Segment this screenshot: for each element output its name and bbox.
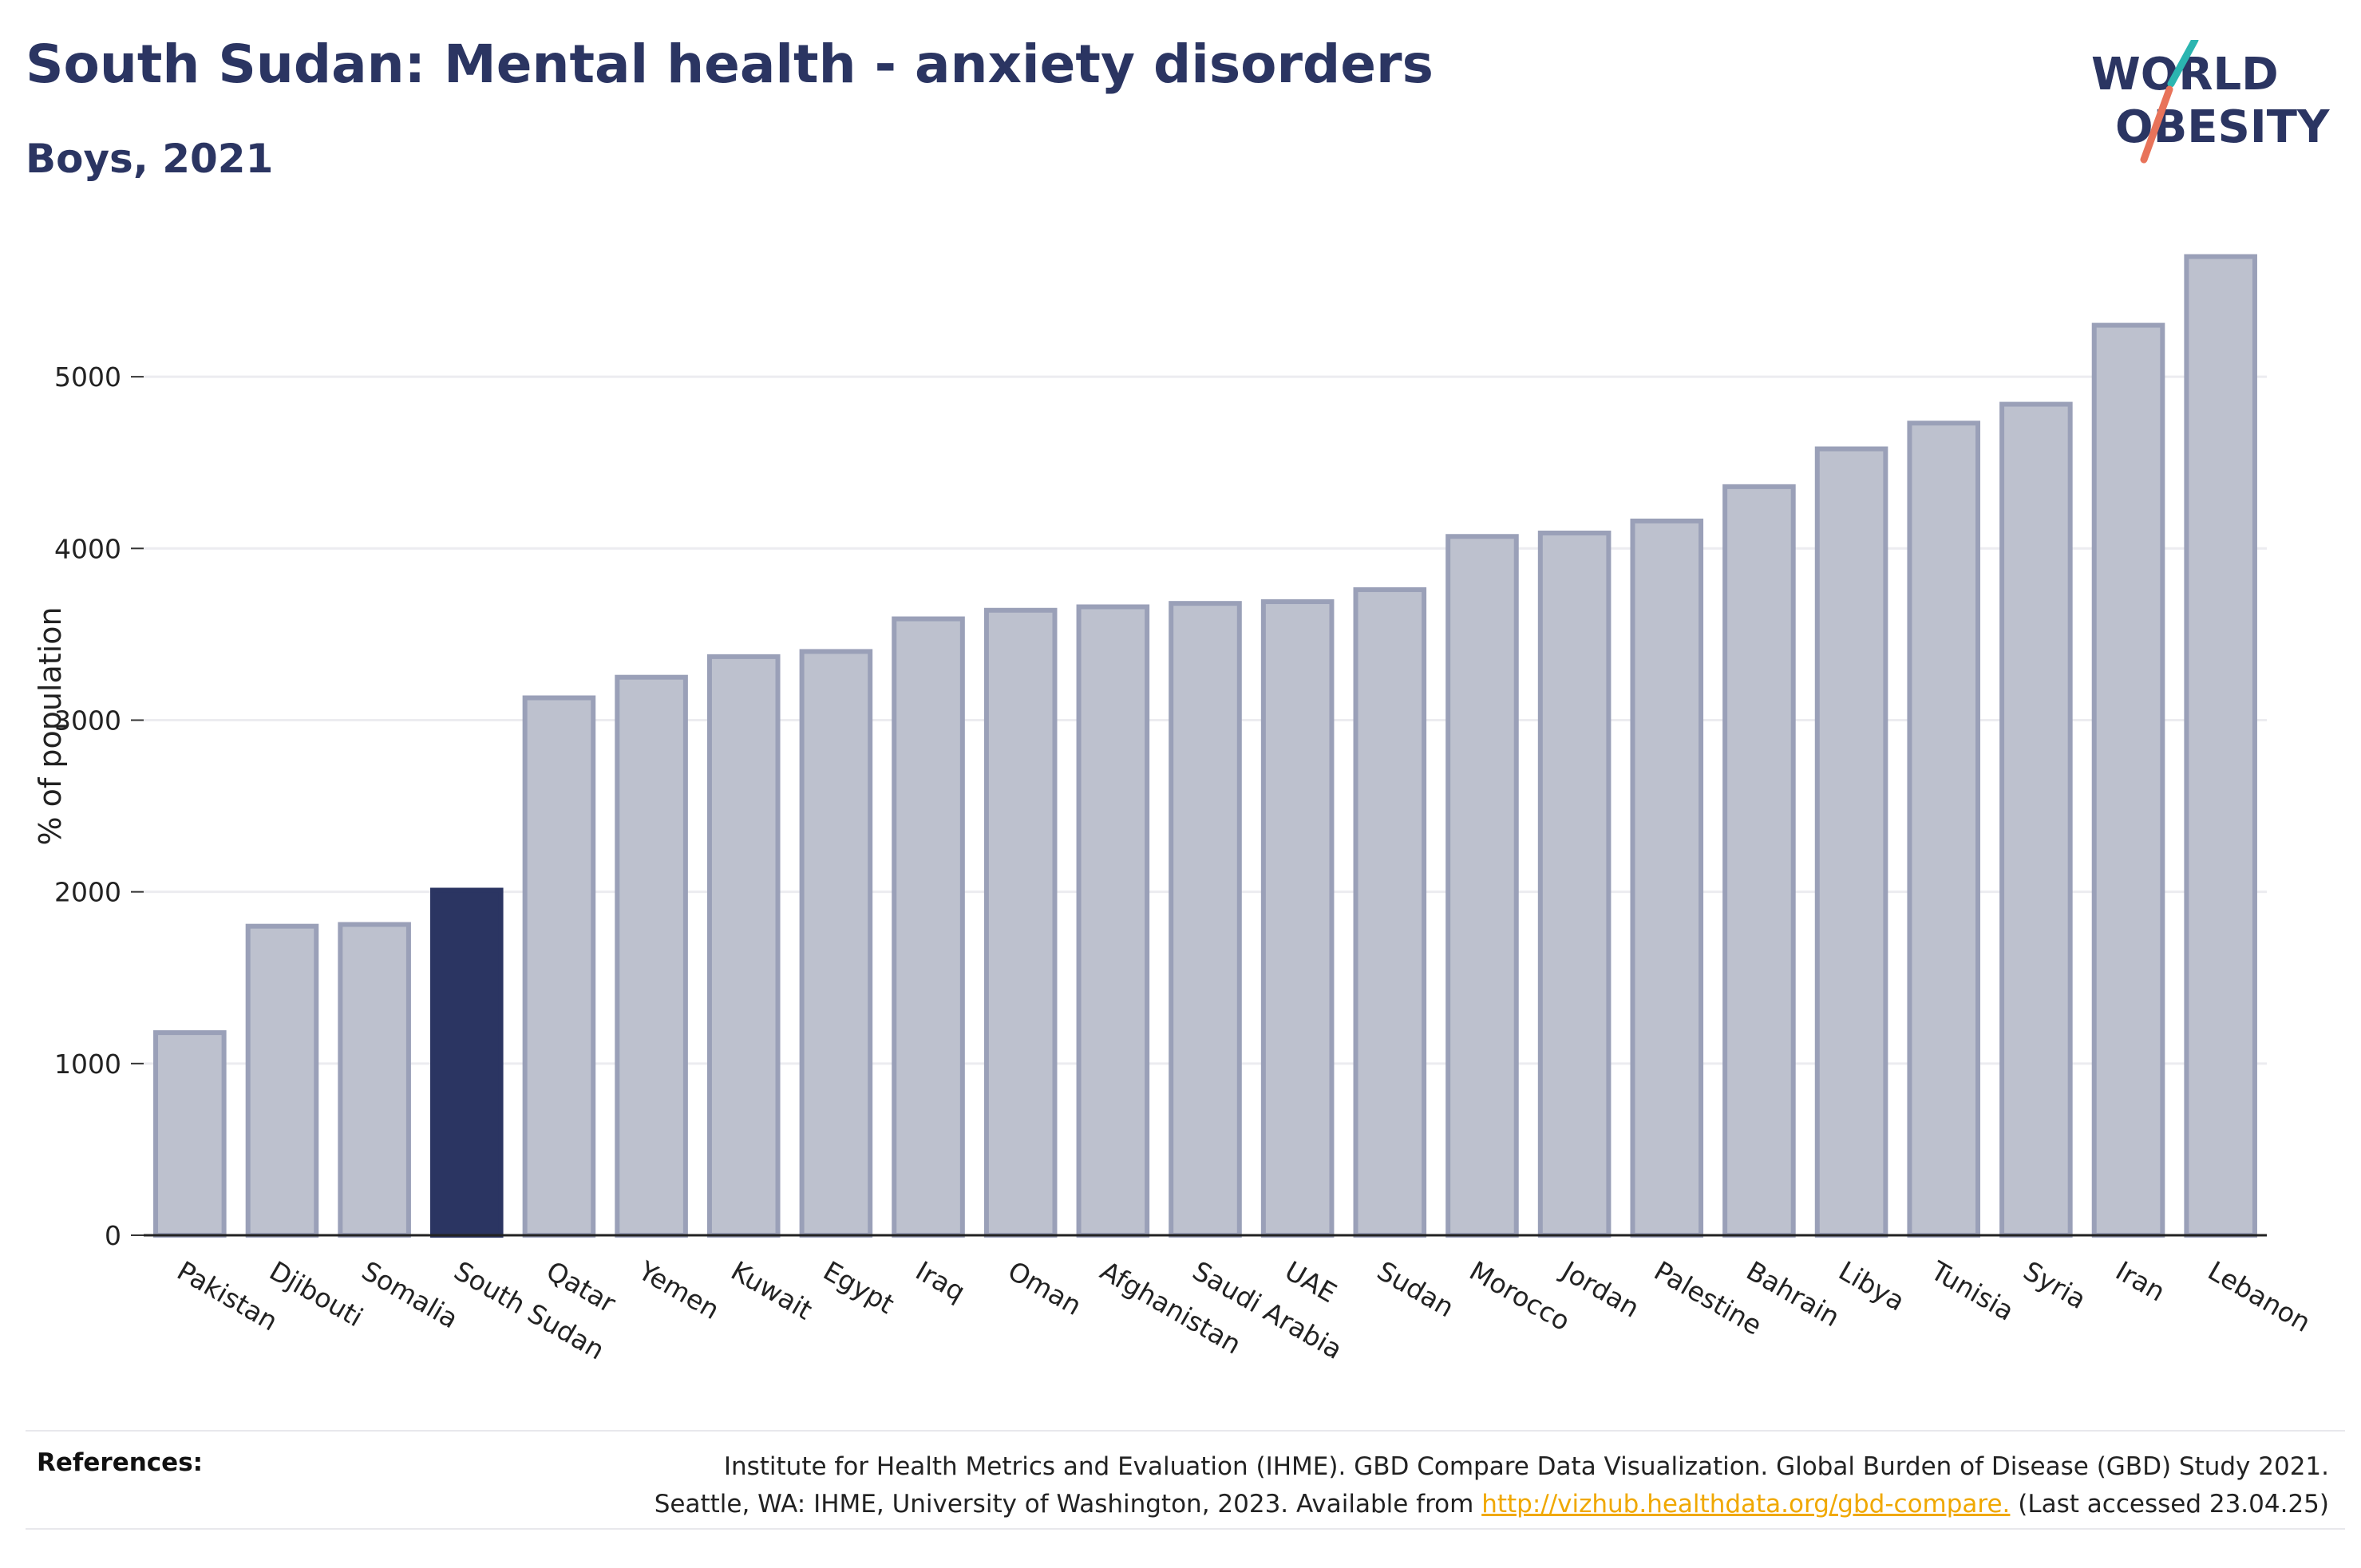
x-tick-label-somalia: Somalia bbox=[357, 1255, 464, 1335]
references-line1: Institute for Health Metrics and Evaluat… bbox=[723, 1452, 2329, 1481]
references-text: Institute for Health Metrics and Evaluat… bbox=[493, 1448, 2329, 1523]
bar-lebanon bbox=[2184, 254, 2257, 1238]
bar-oman bbox=[983, 607, 1058, 1238]
x-tick-label-syria: Syria bbox=[2018, 1255, 2091, 1315]
x-tick-label-yemen: Yemen bbox=[633, 1254, 725, 1325]
references-line2-suffix: (Last accessed 23.04.25) bbox=[2010, 1490, 2329, 1519]
bar-jordan bbox=[1537, 530, 1612, 1238]
references-line2: Seattle, WA: IHME, University of Washing… bbox=[493, 1486, 2329, 1523]
x-tick-label-uae: UAE bbox=[1279, 1255, 1342, 1309]
x-tick-label-morocco: Morocco bbox=[1465, 1255, 1576, 1337]
logo-teal-slash bbox=[2167, 40, 2199, 88]
x-tick-label-pakistan: Pakistan bbox=[172, 1255, 283, 1337]
bar-qatar bbox=[522, 695, 596, 1238]
references-line2-prefix: Seattle, WA: IHME, University of Washing… bbox=[654, 1490, 1482, 1519]
y-tick-label-4000: 4000 bbox=[54, 533, 121, 564]
bar-chart: 0 1000 2000 3000 4000 5000 PakistanDjiboutiSom… bbox=[33, 254, 2316, 1366]
bar-saudi-arabia bbox=[1169, 601, 1242, 1238]
bar-tunisia bbox=[1907, 421, 1981, 1238]
bar-yemen bbox=[615, 674, 688, 1238]
bar-uae bbox=[1260, 599, 1335, 1238]
references-label: References: bbox=[37, 1448, 204, 1477]
y-tick-label-1000: 1000 bbox=[54, 1049, 121, 1080]
bar-syria bbox=[1999, 401, 2073, 1238]
y-tick-label-0: 0 bbox=[105, 1220, 121, 1251]
bar-libya bbox=[1814, 446, 1888, 1238]
y-tick-label-3000: 3000 bbox=[54, 705, 121, 736]
bar-palestine bbox=[1630, 518, 1704, 1238]
x-tick-label-iraq: Iraq bbox=[911, 1255, 971, 1308]
x-tick-label-djibouti: Djibouti bbox=[264, 1255, 368, 1333]
x-tick-label-tunisia: Tunisia bbox=[1925, 1254, 2019, 1327]
x-tick-label-lebanon: Lebanon bbox=[2203, 1255, 2316, 1338]
bar-afghanistan bbox=[1076, 604, 1150, 1238]
footer-divider-bottom bbox=[26, 1528, 2345, 1530]
y-tick-label-2000: 2000 bbox=[54, 877, 121, 908]
x-tick-label-libya: Libya bbox=[1833, 1255, 1910, 1317]
footer-divider-top bbox=[26, 1430, 2345, 1432]
y-axis-title: % of population bbox=[33, 606, 68, 845]
bar-bahrain bbox=[1722, 484, 1796, 1238]
chart-subtitle: Boys, 2021 bbox=[26, 136, 274, 182]
x-tick-label-kuwait: Kuwait bbox=[726, 1255, 817, 1326]
bar-kuwait bbox=[706, 654, 781, 1238]
world-obesity-logo: WORLD OBESITY bbox=[2091, 40, 2331, 164]
bar-pakistan bbox=[153, 1030, 227, 1238]
chart-title: South Sudan: Mental health - anxiety dis… bbox=[26, 34, 1434, 95]
logo-coral-slash bbox=[2140, 85, 2173, 164]
x-tick-label-oman: Oman bbox=[1003, 1255, 1086, 1321]
x-tick-label-egypt: Egypt bbox=[818, 1255, 900, 1320]
y-tick-label-5000: 5000 bbox=[54, 361, 121, 393]
bar-iran bbox=[2091, 322, 2165, 1238]
bar-djibouti bbox=[245, 923, 319, 1238]
bar-iraq bbox=[892, 616, 965, 1238]
bar-south-sudan bbox=[429, 887, 504, 1238]
bar-somalia bbox=[338, 922, 411, 1238]
reference-link[interactable]: http://vizhub.healthdata.org/gbd-compare… bbox=[1481, 1490, 2011, 1519]
x-tick-label-iran: Iran bbox=[2110, 1255, 2170, 1308]
bar-morocco bbox=[1445, 534, 1519, 1238]
bar-sudan bbox=[1353, 587, 1427, 1238]
x-tick-label-sudan: Sudan bbox=[1372, 1255, 1460, 1324]
bars bbox=[153, 254, 2257, 1238]
bar-egypt bbox=[799, 649, 873, 1238]
